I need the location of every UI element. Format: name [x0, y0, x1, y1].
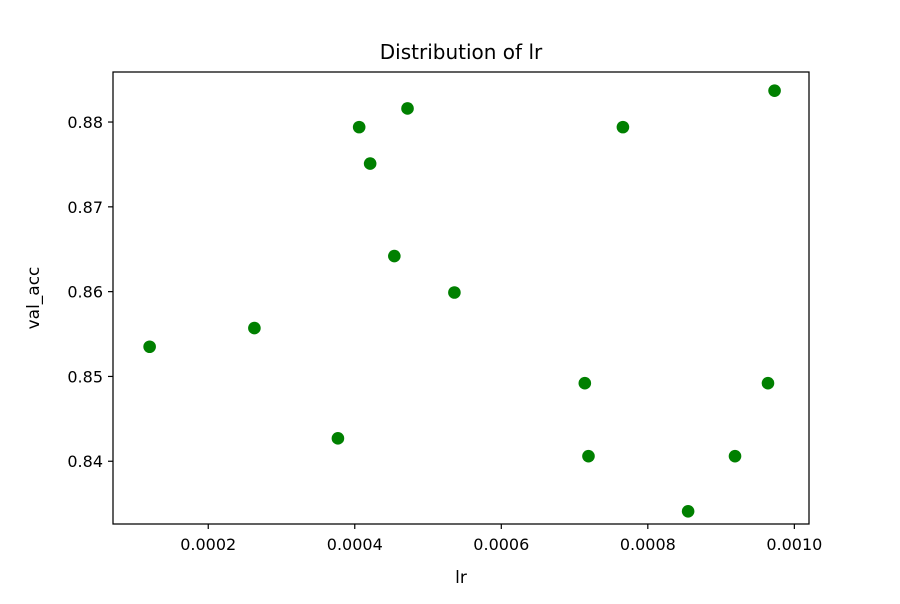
data-point [352, 120, 366, 134]
y-axis-label: val_acc [24, 267, 44, 330]
x-tick-label: 0.0002 [180, 535, 236, 554]
data-point [681, 504, 695, 518]
data-point [728, 449, 742, 463]
data-point [582, 449, 595, 463]
data-points [143, 84, 781, 518]
chart-title: Distribution of lr [380, 40, 543, 64]
y-axis: 0.84 0.85 0.86 0.87 0.88 [67, 113, 113, 471]
y-tick-label: 0.86 [67, 283, 103, 302]
data-point [331, 432, 345, 445]
data-point [768, 84, 781, 97]
data-point [248, 321, 261, 335]
plot-frame [112, 71, 810, 525]
y-tick-label: 0.88 [67, 113, 103, 132]
x-tick-label: 0.0010 [766, 535, 822, 554]
x-tick-label: 0.0008 [620, 535, 676, 554]
data-point [401, 102, 414, 115]
data-point [578, 376, 592, 390]
data-point [616, 120, 630, 134]
y-tick-label: 0.84 [67, 452, 103, 471]
data-point [448, 286, 461, 299]
y-tick-label: 0.85 [67, 367, 103, 386]
data-point [143, 340, 156, 354]
x-tick-label: 0.0006 [473, 535, 529, 554]
x-axis: 0.0002 0.0004 0.0006 0.0008 0.0010 [180, 524, 822, 554]
data-point [363, 157, 377, 170]
data-point [388, 249, 401, 263]
x-axis-label: lr [455, 568, 467, 588]
x-tick-label: 0.0004 [327, 535, 383, 554]
y-tick-label: 0.87 [67, 198, 103, 217]
data-point [761, 376, 775, 390]
